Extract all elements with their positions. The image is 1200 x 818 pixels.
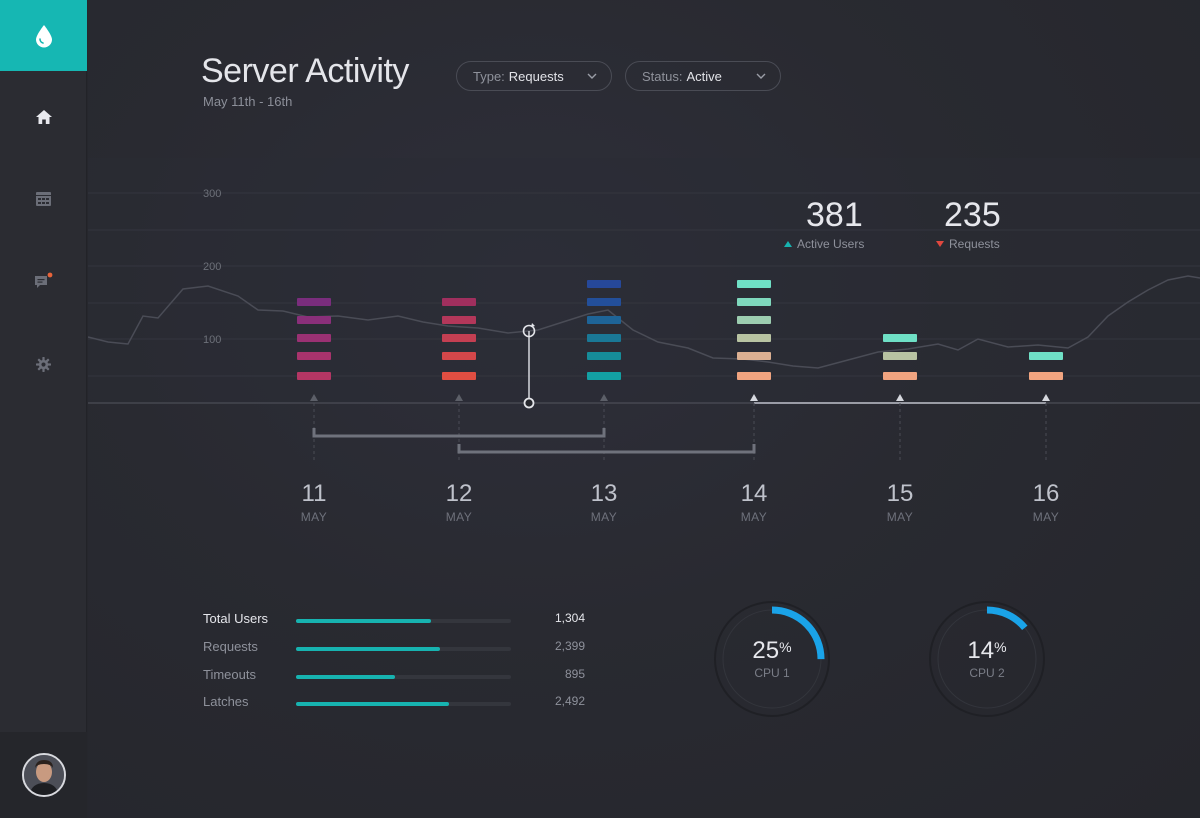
bar-may-14 — [737, 280, 771, 380]
stat-value: 2,399 — [554, 639, 585, 653]
logo[interactable] — [0, 0, 87, 71]
stat-requests[interactable]: Requests 2,399 — [203, 639, 603, 659]
cpu2-gauge: 14% CPU 2 — [927, 599, 1047, 719]
stat-value: 895 — [564, 667, 585, 681]
y-tick-100: 100 — [203, 334, 221, 346]
user-area — [0, 732, 87, 818]
arrow-down-icon — [936, 241, 944, 247]
day-label-11[interactable]: 11 MAY — [300, 480, 328, 524]
bar-may-11 — [297, 298, 331, 380]
stat-bar-fill — [296, 647, 441, 651]
trend-line — [88, 275, 1200, 369]
y-tick-300: 300 — [203, 188, 221, 200]
notification-dot — [47, 272, 52, 278]
stat-timeouts[interactable]: Timeouts 895 — [203, 667, 603, 687]
kpi-requests-label: Requests — [949, 237, 1000, 251]
chat-icon — [34, 272, 52, 288]
bar-may-15 — [883, 334, 917, 380]
cpu1-gauge: 25% CPU 1 — [712, 599, 832, 719]
date-range: May 11th - 16th — [203, 94, 293, 109]
nav-messages[interactable] — [0, 261, 87, 301]
type-filter-value: Requests — [508, 68, 564, 84]
refresh-icon — [522, 323, 536, 338]
gauge-ring — [929, 601, 1045, 717]
arrow-up-icon — [784, 241, 792, 247]
stat-bar-track — [296, 702, 511, 706]
chevron-down-icon — [756, 73, 766, 79]
stat-bar-fill — [296, 619, 432, 623]
stat-total-users[interactable]: Total Users 1,304 — [203, 611, 603, 631]
nav-calendar[interactable] — [0, 179, 87, 219]
page-title: Server Activity — [201, 52, 409, 90]
stat-bar-track — [296, 647, 511, 651]
main-panel: Server Activity May 11th - 16th Type: Re… — [88, 0, 1200, 818]
type-filter-label: Type: — [473, 68, 505, 84]
nav-settings[interactable] — [0, 344, 87, 384]
status-filter-select[interactable]: Status: Active — [625, 61, 781, 91]
gear-icon — [36, 356, 51, 372]
nav-home[interactable] — [0, 97, 87, 137]
day-label-12[interactable]: 12 MAY — [445, 480, 473, 524]
gauge-ring — [714, 601, 830, 717]
bar-may-16 — [1029, 352, 1063, 380]
kpi-active-users: 381 Active Users — [784, 196, 864, 251]
stat-label: Latches — [203, 694, 249, 709]
cpu2-value: 14 — [967, 637, 995, 664]
status-filter-label: Status: — [642, 68, 683, 84]
stat-value: 2,492 — [554, 694, 585, 708]
day-label-15[interactable]: 15 MAY — [886, 480, 914, 524]
cpu1-label: CPU 1 — [754, 666, 790, 680]
stat-value: 1,304 — [554, 611, 585, 625]
chevron-down-icon — [587, 73, 597, 79]
kpi-requests-value: 235 — [944, 196, 1001, 234]
stat-bar-track — [296, 619, 511, 623]
day-label-13[interactable]: 13 MAY — [590, 480, 618, 524]
stat-label: Total Users — [203, 611, 269, 626]
bar-may-12 — [442, 298, 476, 380]
bar-may-13 — [587, 280, 621, 380]
activity-chart: 300 200 100 — [88, 158, 1200, 462]
timeline-pin — [523, 397, 535, 409]
y-tick-200: 200 — [203, 261, 221, 273]
calendar-icon — [36, 192, 51, 206]
stat-bar-fill — [296, 702, 449, 706]
day-label-16[interactable]: 16 MAY — [1032, 480, 1060, 524]
stat-label: Timeouts — [203, 667, 256, 682]
avatar-image — [23, 755, 64, 795]
stat-latches[interactable]: Latches 2,492 — [203, 694, 603, 714]
status-filter-value: Active — [686, 68, 722, 84]
drop-icon — [35, 24, 52, 47]
type-filter-select[interactable]: Type: Requests — [456, 61, 612, 91]
cpu2-label: CPU 2 — [969, 666, 1005, 680]
stat-label: Requests — [203, 639, 258, 654]
kpi-active-users-value: 381 — [806, 196, 863, 234]
day-label-14[interactable]: 14 MAY — [740, 480, 768, 524]
avatar[interactable] — [21, 753, 66, 797]
kpi-active-users-label: Active Users — [797, 237, 865, 251]
stat-bar-fill — [296, 675, 395, 679]
cpu1-value: 25 — [752, 637, 780, 664]
home-icon — [35, 110, 52, 124]
stat-bar-track — [296, 675, 511, 679]
kpi-requests: 235 Requests — [936, 196, 1001, 251]
sidebar — [0, 0, 87, 818]
